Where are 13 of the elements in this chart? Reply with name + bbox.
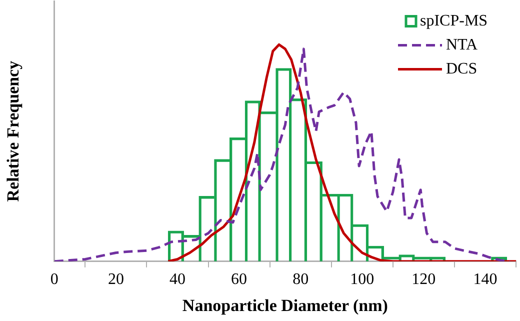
y-axis-title: Relative Frequency xyxy=(4,60,23,202)
x-tick-label: 0 xyxy=(50,271,58,288)
x-tick-label: 140 xyxy=(473,271,498,288)
x-axis-title: Nanoparticle Diameter (nm) xyxy=(182,296,388,316)
legend-label: NTA xyxy=(446,36,478,54)
x-tick-label: 100 xyxy=(350,271,374,288)
x-tick-label: 20 xyxy=(108,271,124,288)
legend-label: DCS xyxy=(446,60,478,78)
x-tick-label: 40 xyxy=(169,271,186,288)
x-tick-label: 60 xyxy=(231,271,248,288)
legend-label: spICP-MS xyxy=(420,12,488,30)
x-tick-label: 120 xyxy=(412,271,436,288)
x-tick-label: 80 xyxy=(292,271,309,288)
